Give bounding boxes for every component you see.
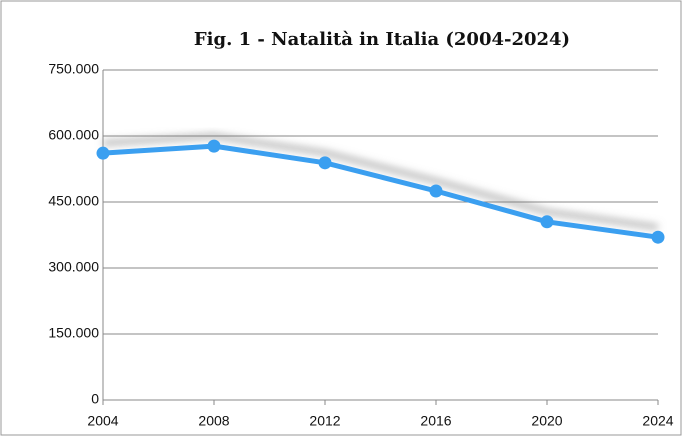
x-tick-label: 2008 (198, 413, 229, 429)
data-line (102, 143, 659, 240)
y-tick-label: 750.000 (48, 61, 99, 77)
data-point (318, 156, 332, 170)
x-tick-label: 2012 (309, 413, 340, 429)
y-tick-label: 450.000 (48, 193, 99, 209)
chart-title: Fig. 1 - Natalità in Italia (2004-2024) (194, 29, 570, 50)
data-point (540, 215, 554, 229)
x-tick-label: 2020 (531, 413, 562, 429)
y-tick-label: 0 (91, 391, 99, 407)
y-tick-label: 150.000 (48, 325, 99, 341)
y-tick-label: 600.000 (48, 127, 99, 143)
data-point (207, 139, 221, 153)
data-point (96, 146, 110, 160)
data-point (429, 184, 443, 198)
x-tick-label: 2024 (642, 413, 673, 429)
y-tick-label: 300.000 (48, 259, 99, 275)
x-tick-label: 2004 (87, 413, 118, 429)
x-tick-label: 2016 (420, 413, 451, 429)
data-point (651, 230, 665, 244)
